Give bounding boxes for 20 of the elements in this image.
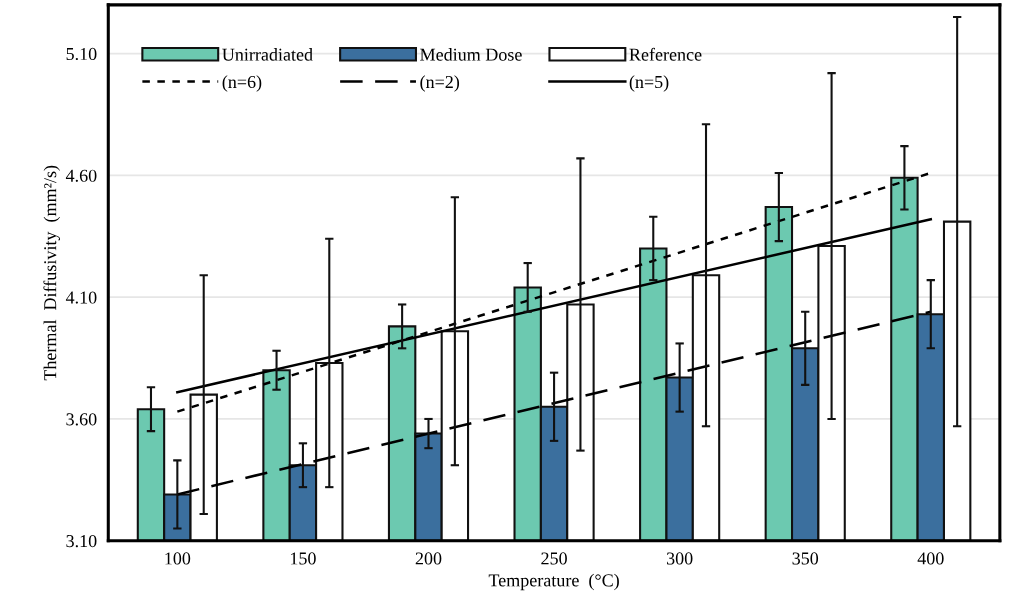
x-tick-label: 250 xyxy=(541,552,567,565)
y-axis-title: Thermal Diffusivity (mm²/s) xyxy=(43,165,61,381)
x-tick-label: 300 xyxy=(666,552,693,565)
legend-label: Medium Dose xyxy=(420,48,522,61)
legend-label: Reference xyxy=(629,47,702,61)
y-tick-label: 3.60 xyxy=(66,413,97,426)
y-tick-label: 5.10 xyxy=(66,47,97,61)
legend-label: (n=5) xyxy=(629,75,669,92)
y-tick-label: 4.10 xyxy=(65,291,97,304)
y-tick-label: 4.60 xyxy=(65,169,97,182)
legend-label: Unirradiated xyxy=(222,48,313,61)
legend-label: (n=2) xyxy=(420,75,460,92)
x-tick-label: 100 xyxy=(165,552,191,565)
x-axis-title: Temperature (°C) xyxy=(488,573,619,591)
x-tick-label: 400 xyxy=(917,552,944,565)
x-tick-label: 200 xyxy=(415,552,442,565)
legend-label: (n=6) xyxy=(222,75,262,92)
y-tick-label: 3.10 xyxy=(66,534,97,548)
x-tick-label: 350 xyxy=(792,552,819,565)
x-tick-label: 150 xyxy=(290,552,316,565)
